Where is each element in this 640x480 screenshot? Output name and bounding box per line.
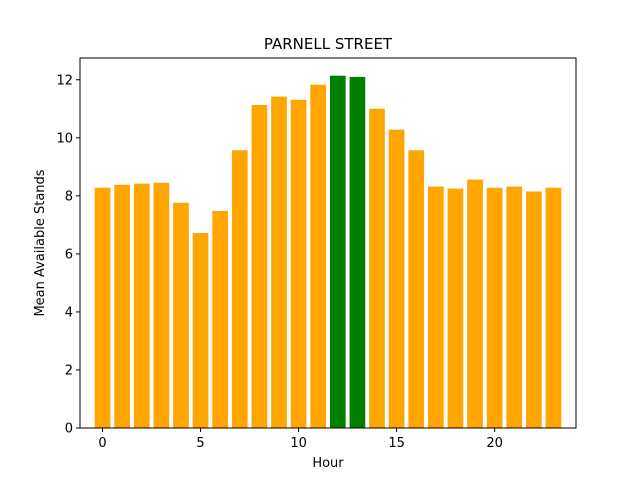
x-axis: 0 5 10 15 20: [98, 428, 503, 451]
bars-group: [94, 75, 562, 429]
bar-hour-18: [447, 188, 464, 428]
bar-hour-20: [486, 187, 503, 428]
y-tick-label-4: 4: [65, 305, 73, 320]
bar-hour-3: [153, 182, 170, 428]
bar-hour-2: [133, 183, 150, 428]
bar-hour-0: [94, 187, 111, 428]
chart-title: PARNELL STREET: [264, 35, 393, 53]
x-tick-label-15: 15: [388, 436, 405, 451]
x-tick-label-0: 0: [98, 436, 106, 451]
bar-hour-1: [114, 184, 130, 428]
y-tick-label-2: 2: [65, 363, 73, 378]
bar-hour-12: [329, 75, 346, 428]
bar-hour-19: [467, 179, 483, 428]
bar-hour-21: [506, 186, 523, 428]
y-tick-label-10: 10: [56, 131, 73, 146]
bar-hour-6: [212, 210, 229, 428]
x-axis-label: Hour: [312, 456, 344, 471]
bar-hour-17: [427, 186, 444, 428]
bar-hour-10: [290, 99, 307, 428]
x-tick-label-10: 10: [290, 436, 307, 451]
bar-hour-15: [388, 129, 405, 428]
y-tick-label-12: 12: [56, 73, 73, 88]
plot-frame: [79, 57, 577, 429]
bar-hour-5: [192, 232, 209, 428]
y-axis-label: Mean Available Stands: [33, 169, 48, 316]
bar-hour-4: [173, 202, 189, 428]
x-tick-label-5: 5: [196, 436, 204, 451]
bar-hour-11: [310, 84, 327, 429]
bar-hour-13: [349, 76, 366, 429]
bar-hour-8: [251, 105, 268, 428]
bar-hour-14: [369, 108, 385, 429]
bar-hour-9: [271, 96, 287, 429]
bar-hour-23: [545, 187, 562, 428]
bar-hour-7: [231, 150, 248, 428]
bar-hour-16: [408, 150, 425, 428]
y-tick-label-0: 0: [65, 422, 73, 437]
y-tick-label-6: 6: [65, 247, 73, 262]
y-tick-label-8: 8: [65, 189, 73, 204]
x-tick-label-20: 20: [486, 436, 503, 451]
bar-hour-22: [526, 191, 542, 428]
y-axis: 0 2 4 6 8 10 12: [56, 73, 80, 437]
